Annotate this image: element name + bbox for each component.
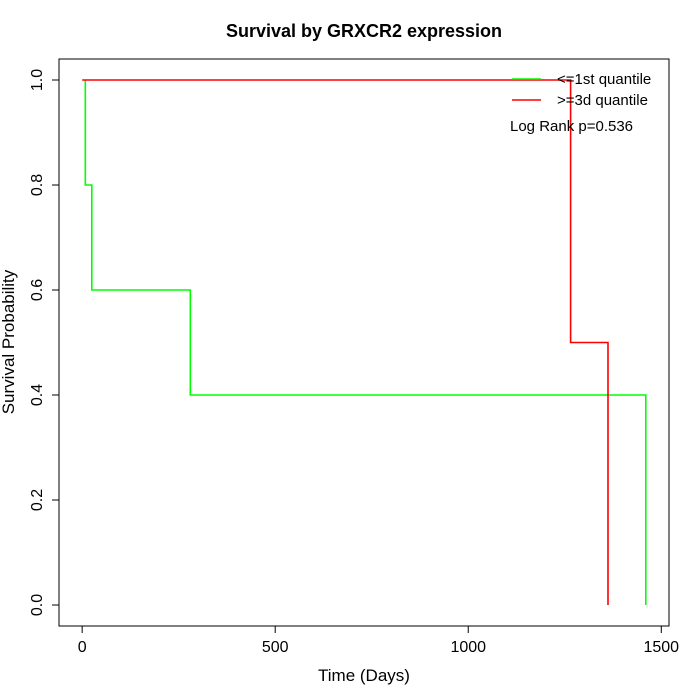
- series-line-2: [82, 79, 609, 605]
- y-tick-label: 0.2: [29, 489, 46, 511]
- x-axis: 0 500 1000 1500: [78, 625, 679, 656]
- y-tick-label: 0.6: [29, 279, 46, 301]
- x-tick-label: 0: [78, 639, 87, 656]
- legend-label-1: <=1st quantile: [557, 71, 651, 88]
- log-rank-annotation: Log Rank p=0.536: [510, 118, 633, 135]
- legend: <=1st quantile >=3d quantile: [512, 71, 651, 109]
- x-axis-label: Time (Days): [318, 666, 410, 685]
- x-tick-label: 500: [262, 639, 289, 656]
- chart-title: Survival by GRXCR2 expression: [226, 21, 502, 41]
- y-tick-label: 1.0: [29, 69, 46, 91]
- y-tick-label: 0.8: [29, 174, 46, 196]
- legend-label-2: >=3d quantile: [557, 92, 648, 109]
- x-tick-label: 1500: [643, 639, 679, 656]
- x-tick-label: 1000: [450, 639, 486, 656]
- y-axis: 0.0 0.2 0.4 0.6 0.8 1.0: [29, 69, 60, 616]
- series-line-1: [84, 80, 647, 605]
- y-tick-label: 0.4: [29, 384, 46, 406]
- y-tick-label: 0.0: [29, 594, 46, 616]
- series-layer: [82, 79, 647, 605]
- y-axis-label: Survival Probability: [0, 269, 18, 414]
